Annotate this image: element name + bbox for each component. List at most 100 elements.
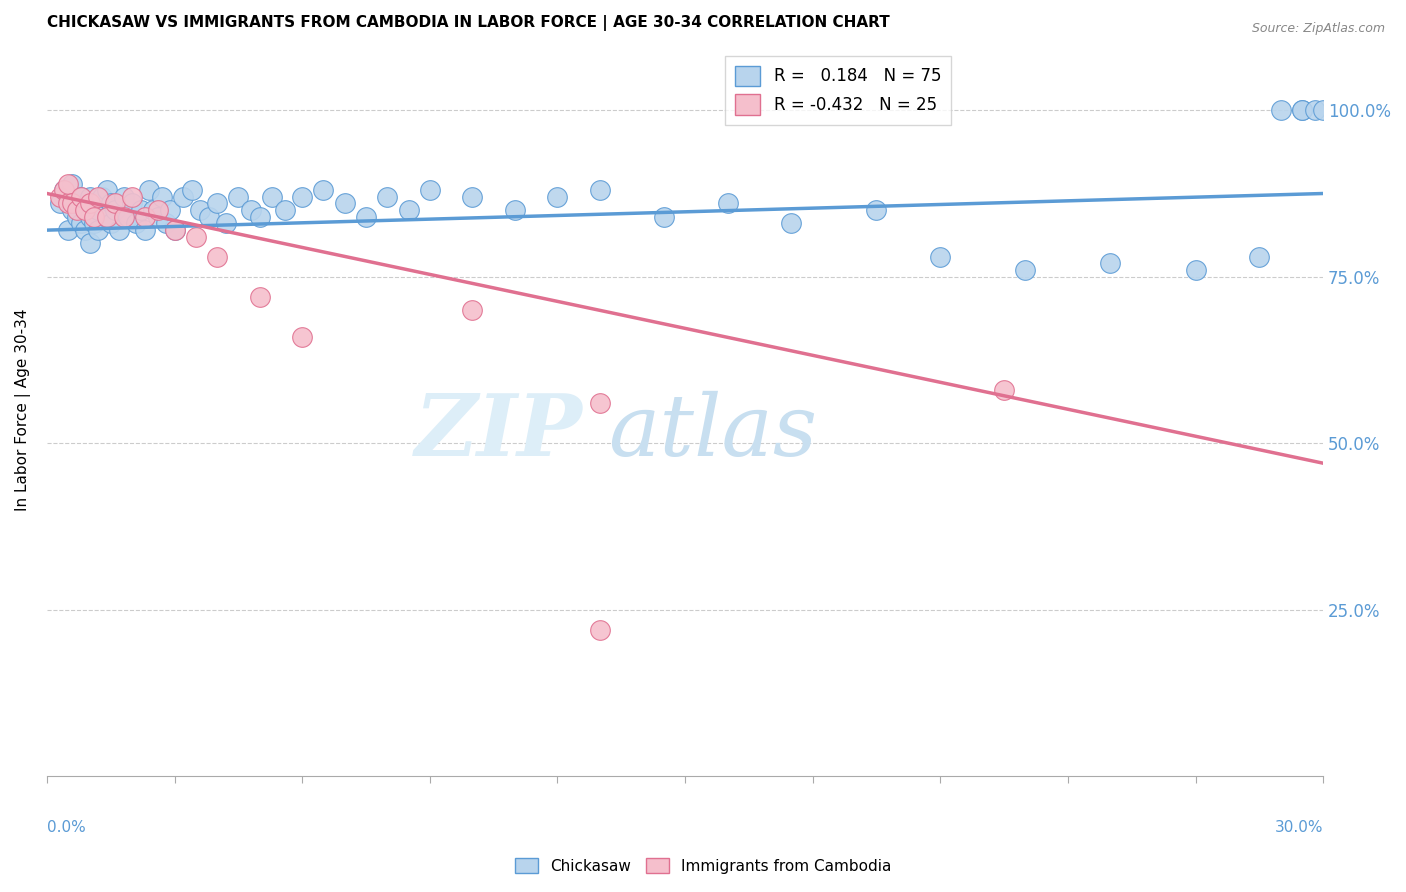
Point: [589, 396, 612, 410]
Point: [70, 190, 93, 204]
Point: [503, 203, 526, 218]
Point: [312, 183, 335, 197]
Point: [716, 196, 738, 211]
Point: [96, 210, 118, 224]
Point: [79, 190, 101, 204]
Y-axis label: In Labor Force | Age 30-34: In Labor Force | Age 30-34: [15, 309, 31, 511]
Point: [150, 190, 173, 204]
Point: [83, 210, 105, 224]
Point: [129, 203, 152, 218]
Point: [58, 196, 80, 211]
Point: [375, 190, 398, 204]
Point: [163, 223, 186, 237]
Point: [142, 203, 165, 218]
Point: [117, 210, 139, 224]
Point: [652, 210, 675, 224]
Point: [96, 183, 118, 197]
Point: [398, 203, 420, 218]
Point: [180, 183, 202, 197]
Point: [1014, 263, 1036, 277]
Point: [589, 183, 612, 197]
Point: [87, 203, 110, 218]
Point: [134, 210, 156, 224]
Point: [461, 303, 484, 318]
Point: [172, 190, 194, 204]
Point: [1270, 103, 1292, 118]
Point: [75, 203, 97, 218]
Point: [58, 190, 80, 204]
Point: [58, 177, 80, 191]
Point: [48, 196, 70, 211]
Point: [108, 223, 131, 237]
Point: [1184, 263, 1206, 277]
Point: [48, 190, 70, 204]
Point: [262, 190, 284, 204]
Point: [1249, 250, 1271, 264]
Point: [419, 183, 441, 197]
Point: [197, 210, 219, 224]
Point: [75, 203, 97, 218]
Point: [79, 210, 101, 224]
Point: [333, 196, 356, 211]
Point: [121, 190, 143, 204]
Point: [780, 217, 803, 231]
Point: [96, 210, 118, 224]
Point: [1291, 103, 1313, 118]
Point: [112, 210, 135, 224]
Point: [87, 190, 110, 204]
Text: Source: ZipAtlas.com: Source: ZipAtlas.com: [1251, 22, 1385, 36]
Point: [249, 210, 271, 224]
Point: [155, 217, 177, 231]
Point: [163, 223, 186, 237]
Point: [354, 210, 377, 224]
Point: [100, 196, 122, 211]
Point: [865, 203, 887, 218]
Point: [274, 203, 297, 218]
Point: [79, 196, 101, 211]
Point: [83, 217, 105, 231]
Point: [83, 196, 105, 211]
Legend: Chickasaw, Immigrants from Cambodia: Chickasaw, Immigrants from Cambodia: [509, 852, 897, 880]
Point: [112, 190, 135, 204]
Text: CHICKASAW VS IMMIGRANTS FROM CAMBODIA IN LABOR FORCE | AGE 30-34 CORRELATION CHA: CHICKASAW VS IMMIGRANTS FROM CAMBODIA IN…: [46, 15, 890, 31]
Point: [75, 223, 97, 237]
Point: [214, 217, 236, 231]
Point: [546, 190, 568, 204]
Point: [66, 196, 89, 211]
Point: [138, 183, 160, 197]
Text: ZIP: ZIP: [415, 390, 583, 474]
Point: [184, 229, 207, 244]
Point: [66, 203, 89, 218]
Point: [62, 177, 84, 191]
Point: [134, 223, 156, 237]
Point: [104, 203, 127, 218]
Point: [249, 290, 271, 304]
Point: [205, 250, 228, 264]
Point: [53, 183, 76, 197]
Point: [91, 190, 114, 204]
Legend: R =   0.184   N = 75, R = -0.432   N = 25: R = 0.184 N = 75, R = -0.432 N = 25: [725, 55, 950, 125]
Point: [100, 217, 122, 231]
Point: [1303, 103, 1326, 118]
Point: [291, 329, 314, 343]
Point: [125, 217, 148, 231]
Point: [87, 223, 110, 237]
Point: [1312, 103, 1334, 118]
Point: [929, 250, 952, 264]
Point: [461, 190, 484, 204]
Text: 0.0%: 0.0%: [46, 820, 86, 835]
Point: [104, 196, 127, 211]
Point: [159, 203, 181, 218]
Point: [70, 190, 93, 204]
Point: [58, 223, 80, 237]
Point: [228, 190, 250, 204]
Point: [1099, 256, 1122, 270]
Point: [79, 236, 101, 251]
Point: [146, 203, 169, 218]
Text: atlas: atlas: [609, 391, 818, 474]
Point: [53, 183, 76, 197]
Point: [1291, 103, 1313, 118]
Point: [66, 210, 89, 224]
Text: 30.0%: 30.0%: [1275, 820, 1323, 835]
Point: [291, 190, 314, 204]
